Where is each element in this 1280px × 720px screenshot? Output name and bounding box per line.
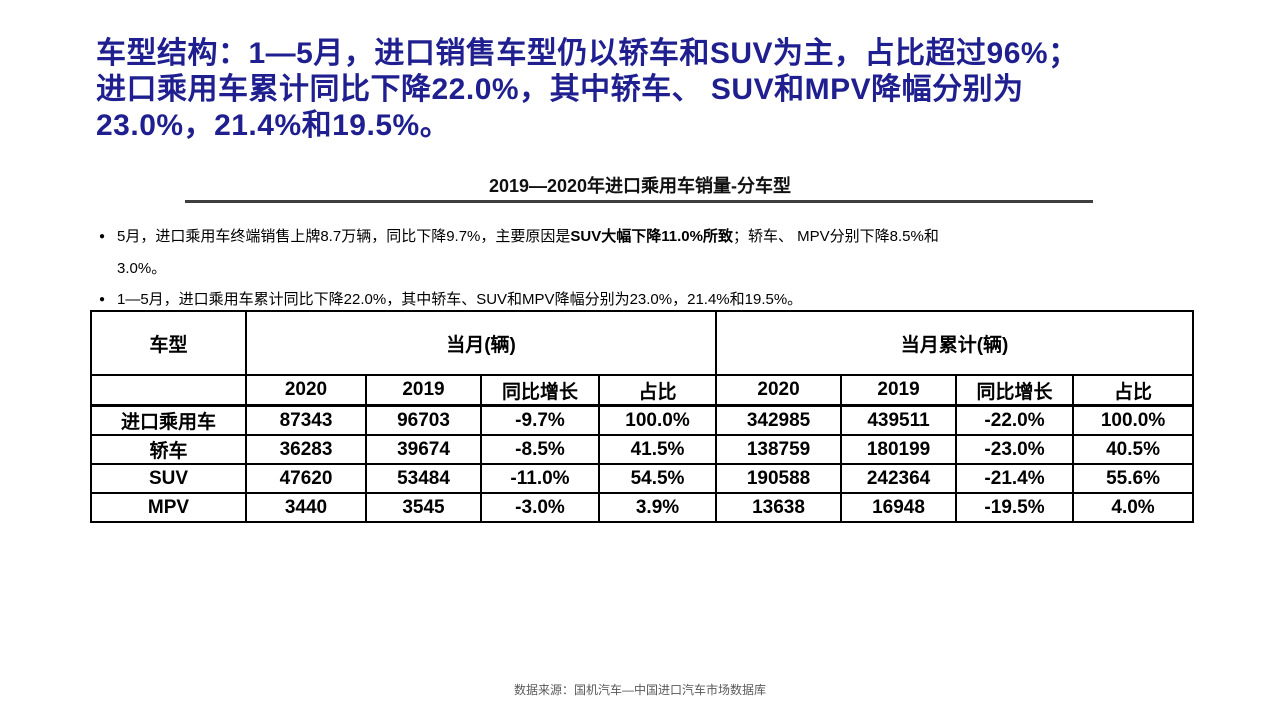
table-cell: 55.6% (1072, 463, 1195, 494)
divider-line (185, 200, 1093, 203)
table-cell: -8.5% (480, 434, 600, 465)
table-cell: -19.5% (955, 492, 1075, 523)
col-header-cumulative-share: 占比 (1072, 374, 1195, 407)
title-line-1: 车型结构：1—5月，进口销售车型仍以轿车和SUV为主，占比超过96%； (96, 37, 1079, 70)
table-cell: 242364 (840, 463, 958, 494)
row-label: 进口乘用车 (90, 404, 247, 436)
col-header-monthly-2019: 2019 (365, 374, 482, 407)
table-cell: -22.0% (955, 404, 1075, 436)
monthly-group-header: 当月(辆) (244, 310, 718, 376)
table-cell: 36283 (245, 434, 367, 465)
table-row-suv: SUV 47620 53484 -11.0% 54.5% 190588 2423… (90, 463, 1195, 494)
table-cell: 3.9% (597, 492, 718, 523)
bullet-1-line2: 3.0%。 (117, 260, 167, 277)
table-cell: -3.0% (480, 492, 600, 523)
empty-header-cell (90, 374, 247, 407)
table-header-row-2: 2020 2019 同比增长 占比 2020 2019 同比增长 占比 (90, 374, 1195, 407)
table-cell: 4.0% (1072, 492, 1195, 523)
sales-table: 车型 当月(辆) 当月累计(辆) 2020 2019 同比增长 占比 2020 … (90, 310, 1195, 523)
col-header-cumulative-2019: 2019 (840, 374, 958, 407)
table-cell: 96703 (365, 404, 482, 436)
title-line-2: 进口乘用车累计同比下降22.0%，其中轿车、 SUV和MPV降幅分别为 (96, 73, 1024, 106)
bullet-item-1: ● 5月，进口乘用车终端销售上牌8.7万辆，同比下降9.7%，主要原因是SUV大… (99, 221, 1189, 285)
table-title: 2019—2020年进口乘用车销量-分车型 (488, 176, 792, 196)
table-cell: -23.0% (955, 434, 1075, 465)
vehicle-type-header: 车型 (90, 310, 247, 376)
table-cell: 87343 (245, 404, 367, 436)
table-cell: 16948 (840, 492, 958, 523)
table-cell: 342985 (715, 404, 843, 436)
table-header-row-1: 车型 当月(辆) 当月累计(辆) (90, 310, 1195, 376)
bullet-icon: ● (99, 231, 106, 242)
data-source: 数据来源：国机汽车—中国进口汽车市场数据库 (513, 683, 766, 697)
table-cell: 40.5% (1072, 434, 1195, 465)
col-header-cumulative-2020: 2020 (715, 374, 843, 407)
table-cell: 39674 (365, 434, 482, 465)
table-row-imported-pv: 进口乘用车 87343 96703 -9.7% 100.0% 342985 43… (90, 404, 1195, 436)
bullet-icon: ● (99, 294, 106, 305)
bullet-item-2: ● 1—5月，进口乘用车累计同比下降22.0%，其中轿车、SUV和MPV降幅分别… (99, 288, 1189, 312)
table-cell: 180199 (840, 434, 958, 465)
table-cell: 3545 (365, 492, 482, 523)
slide-title: 车型结构：1—5月，进口销售车型仍以轿车和SUV为主，占比超过96%； 进口乘用… (96, 36, 1201, 144)
table-cell: 100.0% (1072, 404, 1195, 436)
table-row-sedan: 轿车 36283 39674 -8.5% 41.5% 138759 180199… (90, 434, 1195, 465)
table-cell: 100.0% (597, 404, 718, 436)
table-cell: 13638 (715, 492, 843, 523)
table-cell: -11.0% (480, 463, 600, 494)
col-header-monthly-share: 占比 (597, 374, 718, 407)
table-cell: 3440 (245, 492, 367, 523)
row-label: 轿车 (90, 434, 247, 465)
bullet-list: ● 5月，进口乘用车终端销售上牌8.7万辆，同比下降9.7%，主要原因是SUV大… (99, 221, 1189, 312)
bullet-1-post: ；轿车、 MPV分别下降8.5%和 (732, 228, 939, 245)
row-label: SUV (90, 463, 247, 494)
title-line-3: 23.0%，21.4%和19.5%。 (96, 109, 451, 142)
col-header-monthly-yoy: 同比增长 (480, 374, 600, 407)
table-cell: 138759 (715, 434, 843, 465)
col-header-monthly-2020: 2020 (245, 374, 367, 407)
col-header-cumulative-yoy: 同比增长 (955, 374, 1075, 407)
bullet-1-bold: SUV大幅下降11.0%所致 (570, 228, 733, 245)
table-cell: 53484 (365, 463, 482, 494)
table-cell: 41.5% (597, 434, 718, 465)
table-cell: 190588 (715, 463, 843, 494)
table-cell: -21.4% (955, 463, 1075, 494)
bullet-1-pre: 5月，进口乘用车终端销售上牌8.7万辆，同比下降9.7%，主要原因是 (117, 228, 571, 245)
bullet-text-2: 1—5月，进口乘用车累计同比下降22.0%，其中轿车、SUV和MPV降幅分别为2… (117, 291, 803, 308)
table-cell: 47620 (245, 463, 367, 494)
row-label: MPV (90, 492, 247, 523)
table-cell: 439511 (840, 404, 958, 436)
table-row-mpv: MPV 3440 3545 -3.0% 3.9% 13638 16948 -19… (90, 492, 1195, 523)
table-cell: 54.5% (597, 463, 718, 494)
table-cell: -9.7% (480, 404, 600, 436)
bullet-text-1: 5月，进口乘用车终端销售上牌8.7万辆，同比下降9.7%，主要原因是SUV大幅下… (117, 221, 939, 285)
cumulative-group-header: 当月累计(辆) (715, 310, 1195, 376)
